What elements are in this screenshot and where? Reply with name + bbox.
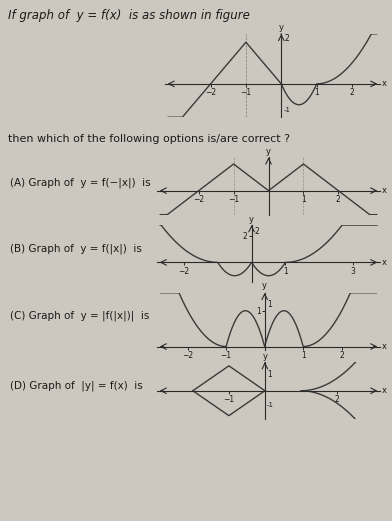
Text: 2: 2 bbox=[284, 34, 289, 43]
Text: x: x bbox=[382, 186, 387, 195]
Text: y: y bbox=[249, 215, 254, 224]
Text: y: y bbox=[262, 281, 267, 290]
Text: (B) Graph of  y = f(|x|)  is: (B) Graph of y = f(|x|) is bbox=[10, 243, 142, 254]
Text: -1: -1 bbox=[267, 402, 274, 408]
Text: (D) Graph of  |y| = f(x)  is: (D) Graph of |y| = f(x) is bbox=[10, 380, 143, 391]
Text: x: x bbox=[382, 79, 387, 89]
Text: (C) Graph of  y = |f(|x|)|  is: (C) Graph of y = |f(|x|)| is bbox=[10, 311, 150, 321]
Text: -1: -1 bbox=[284, 107, 291, 113]
Text: 1: 1 bbox=[267, 370, 272, 379]
Text: If graph of  y = f(x)  is as shown in figure: If graph of y = f(x) is as shown in figu… bbox=[8, 9, 250, 22]
Text: y: y bbox=[279, 23, 284, 32]
Text: then which of the following options is/are correct ?: then which of the following options is/a… bbox=[8, 134, 290, 144]
Text: (A) Graph of  y = f(−|x|)  is: (A) Graph of y = f(−|x|) is bbox=[10, 177, 151, 188]
Text: 2: 2 bbox=[254, 227, 259, 237]
Text: x: x bbox=[382, 386, 387, 395]
Text: x: x bbox=[382, 258, 387, 267]
Text: y: y bbox=[262, 352, 267, 361]
Text: y: y bbox=[266, 147, 271, 156]
Text: x: x bbox=[382, 342, 387, 351]
Text: 1: 1 bbox=[267, 300, 272, 309]
